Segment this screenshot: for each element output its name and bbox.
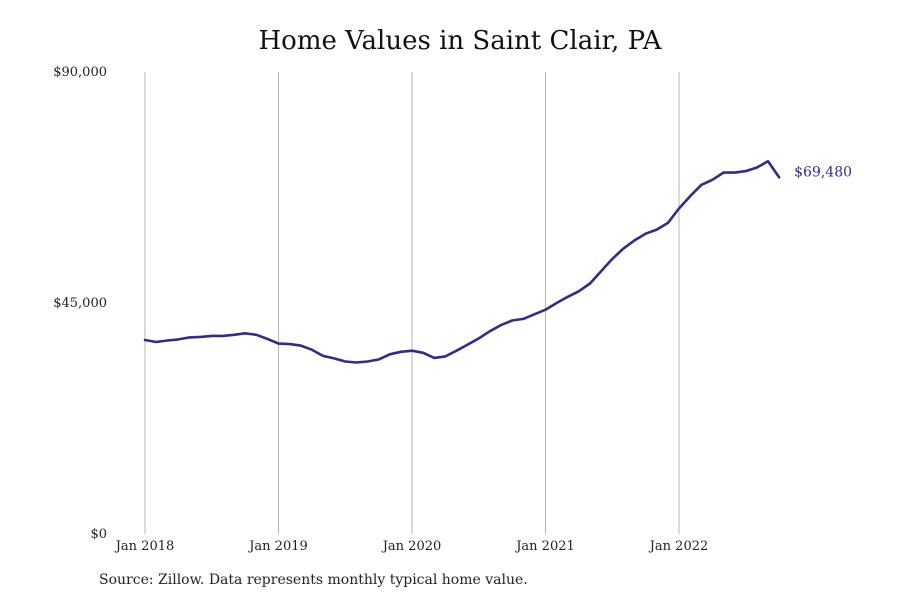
y-tick-label: $90,000 (53, 65, 107, 80)
y-axis-ticks: $0 $45,000 $90,000 (53, 65, 107, 542)
x-tick-label: Jan 2020 (381, 539, 442, 554)
end-value-label: $69,480 (794, 164, 852, 180)
chart-title: Home Values in Saint Clair, PA (258, 26, 662, 56)
y-tick-label: $0 (90, 527, 107, 542)
chart-source-note: Source: Zillow. Data represents monthly … (99, 572, 528, 588)
series-line (143, 160, 781, 364)
x-tick-label: Jan 2019 (247, 539, 308, 554)
x-tick-label: Jan 2018 (114, 539, 175, 554)
y-tick-label: $45,000 (53, 296, 107, 311)
x-tick-label: Jan 2022 (648, 539, 709, 554)
x-tick-label: Jan 2021 (514, 539, 575, 554)
gridlines (144, 72, 680, 534)
x-axis-ticks: Jan 2018 Jan 2019 Jan 2020 Jan 2021 Jan 2022 (114, 539, 709, 554)
